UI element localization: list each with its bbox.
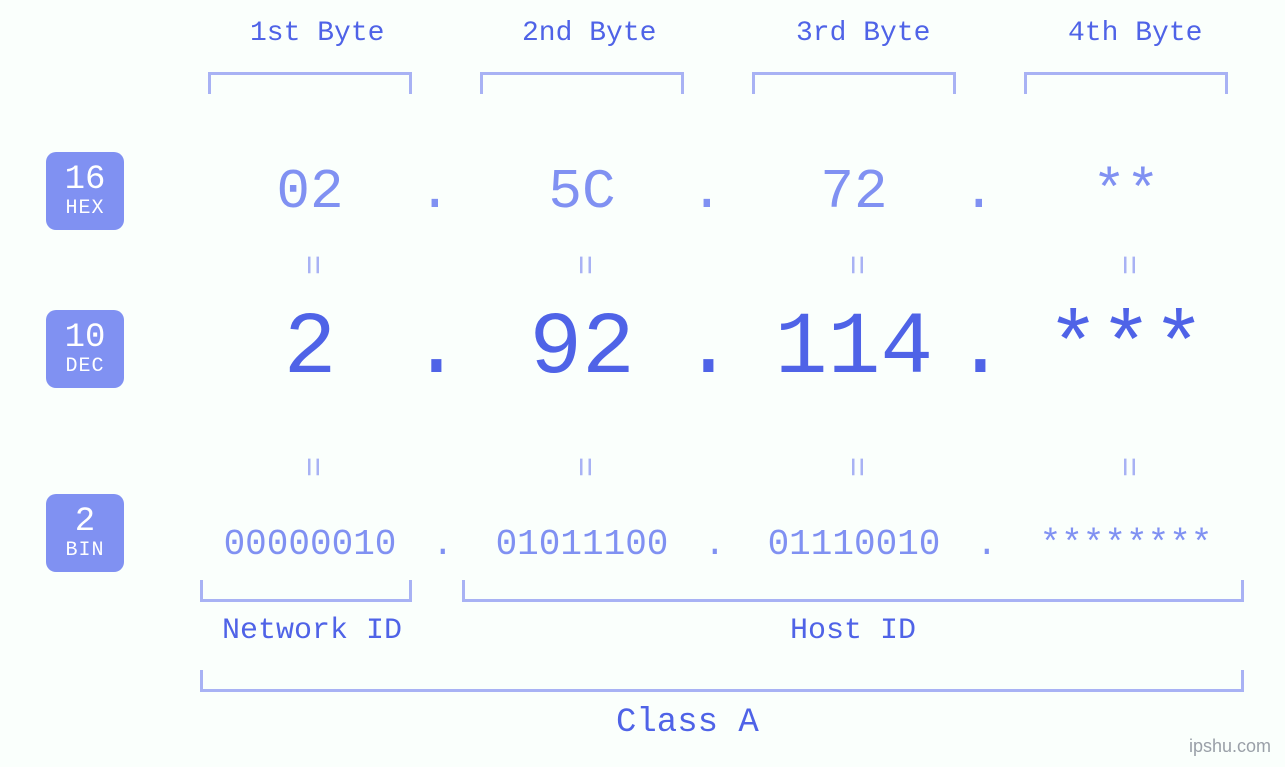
hex-byte-4: ** [1024,160,1228,224]
badge-dec: 10 DEC [46,310,124,388]
hex-byte-3: 72 [752,160,956,224]
badge-bin-base: 2 [75,505,95,541]
hex-dot-2: . [690,160,724,224]
badge-hex-label: HEX [65,198,104,219]
top-bracket-1 [208,72,412,94]
top-bracket-3 [752,72,956,94]
dec-byte-4: *** [1024,300,1228,399]
bin-dot-2: . [704,524,726,565]
eq-icon: = [835,457,873,477]
dec-dot-1: . [410,300,463,399]
byte-header-2: 2nd Byte [522,18,656,49]
ip-diagram: 1st Byte 2nd Byte 3rd Byte 4th Byte 16 H… [0,0,1285,767]
eq-icon: = [1107,255,1145,275]
eq-icon: = [1107,457,1145,477]
bin-byte-4: ******** [1024,524,1228,565]
hex-dot-1: . [418,160,452,224]
bin-dot-1: . [432,524,454,565]
dec-dot-2: . [682,300,735,399]
bin-dot-3: . [976,524,998,565]
bin-byte-3: 01110010 [752,524,956,565]
badge-hex: 16 HEX [46,152,124,230]
badge-hex-base: 16 [65,163,106,199]
eq-icon: = [563,255,601,275]
eq-icon: = [563,457,601,477]
bracket-network-id [200,580,412,602]
badge-dec-base: 10 [65,321,106,357]
dec-byte-3: 114 [752,300,956,399]
eq-icon: = [291,457,329,477]
eq-icon: = [291,255,329,275]
bin-byte-1: 00000010 [208,524,412,565]
badge-bin-label: BIN [65,540,104,561]
dec-byte-1: 2 [208,300,412,399]
label-class: Class A [616,704,759,742]
badge-dec-label: DEC [65,356,104,377]
byte-header-3: 3rd Byte [796,18,930,49]
eq-icon: = [835,255,873,275]
dec-dot-3: . [954,300,1007,399]
bin-byte-2: 01011100 [480,524,684,565]
hex-byte-2: 5C [480,160,684,224]
byte-header-1: 1st Byte [250,18,384,49]
bracket-host-id [462,580,1244,602]
label-network-id: Network ID [222,614,402,648]
badge-bin: 2 BIN [46,494,124,572]
top-bracket-4 [1024,72,1228,94]
top-bracket-2 [480,72,684,94]
hex-dot-3: . [962,160,996,224]
label-host-id: Host ID [790,614,916,648]
hex-byte-1: 02 [208,160,412,224]
byte-header-4: 4th Byte [1068,18,1202,49]
bracket-class [200,670,1244,692]
watermark: ipshu.com [1189,736,1271,757]
dec-byte-2: 92 [480,300,684,399]
